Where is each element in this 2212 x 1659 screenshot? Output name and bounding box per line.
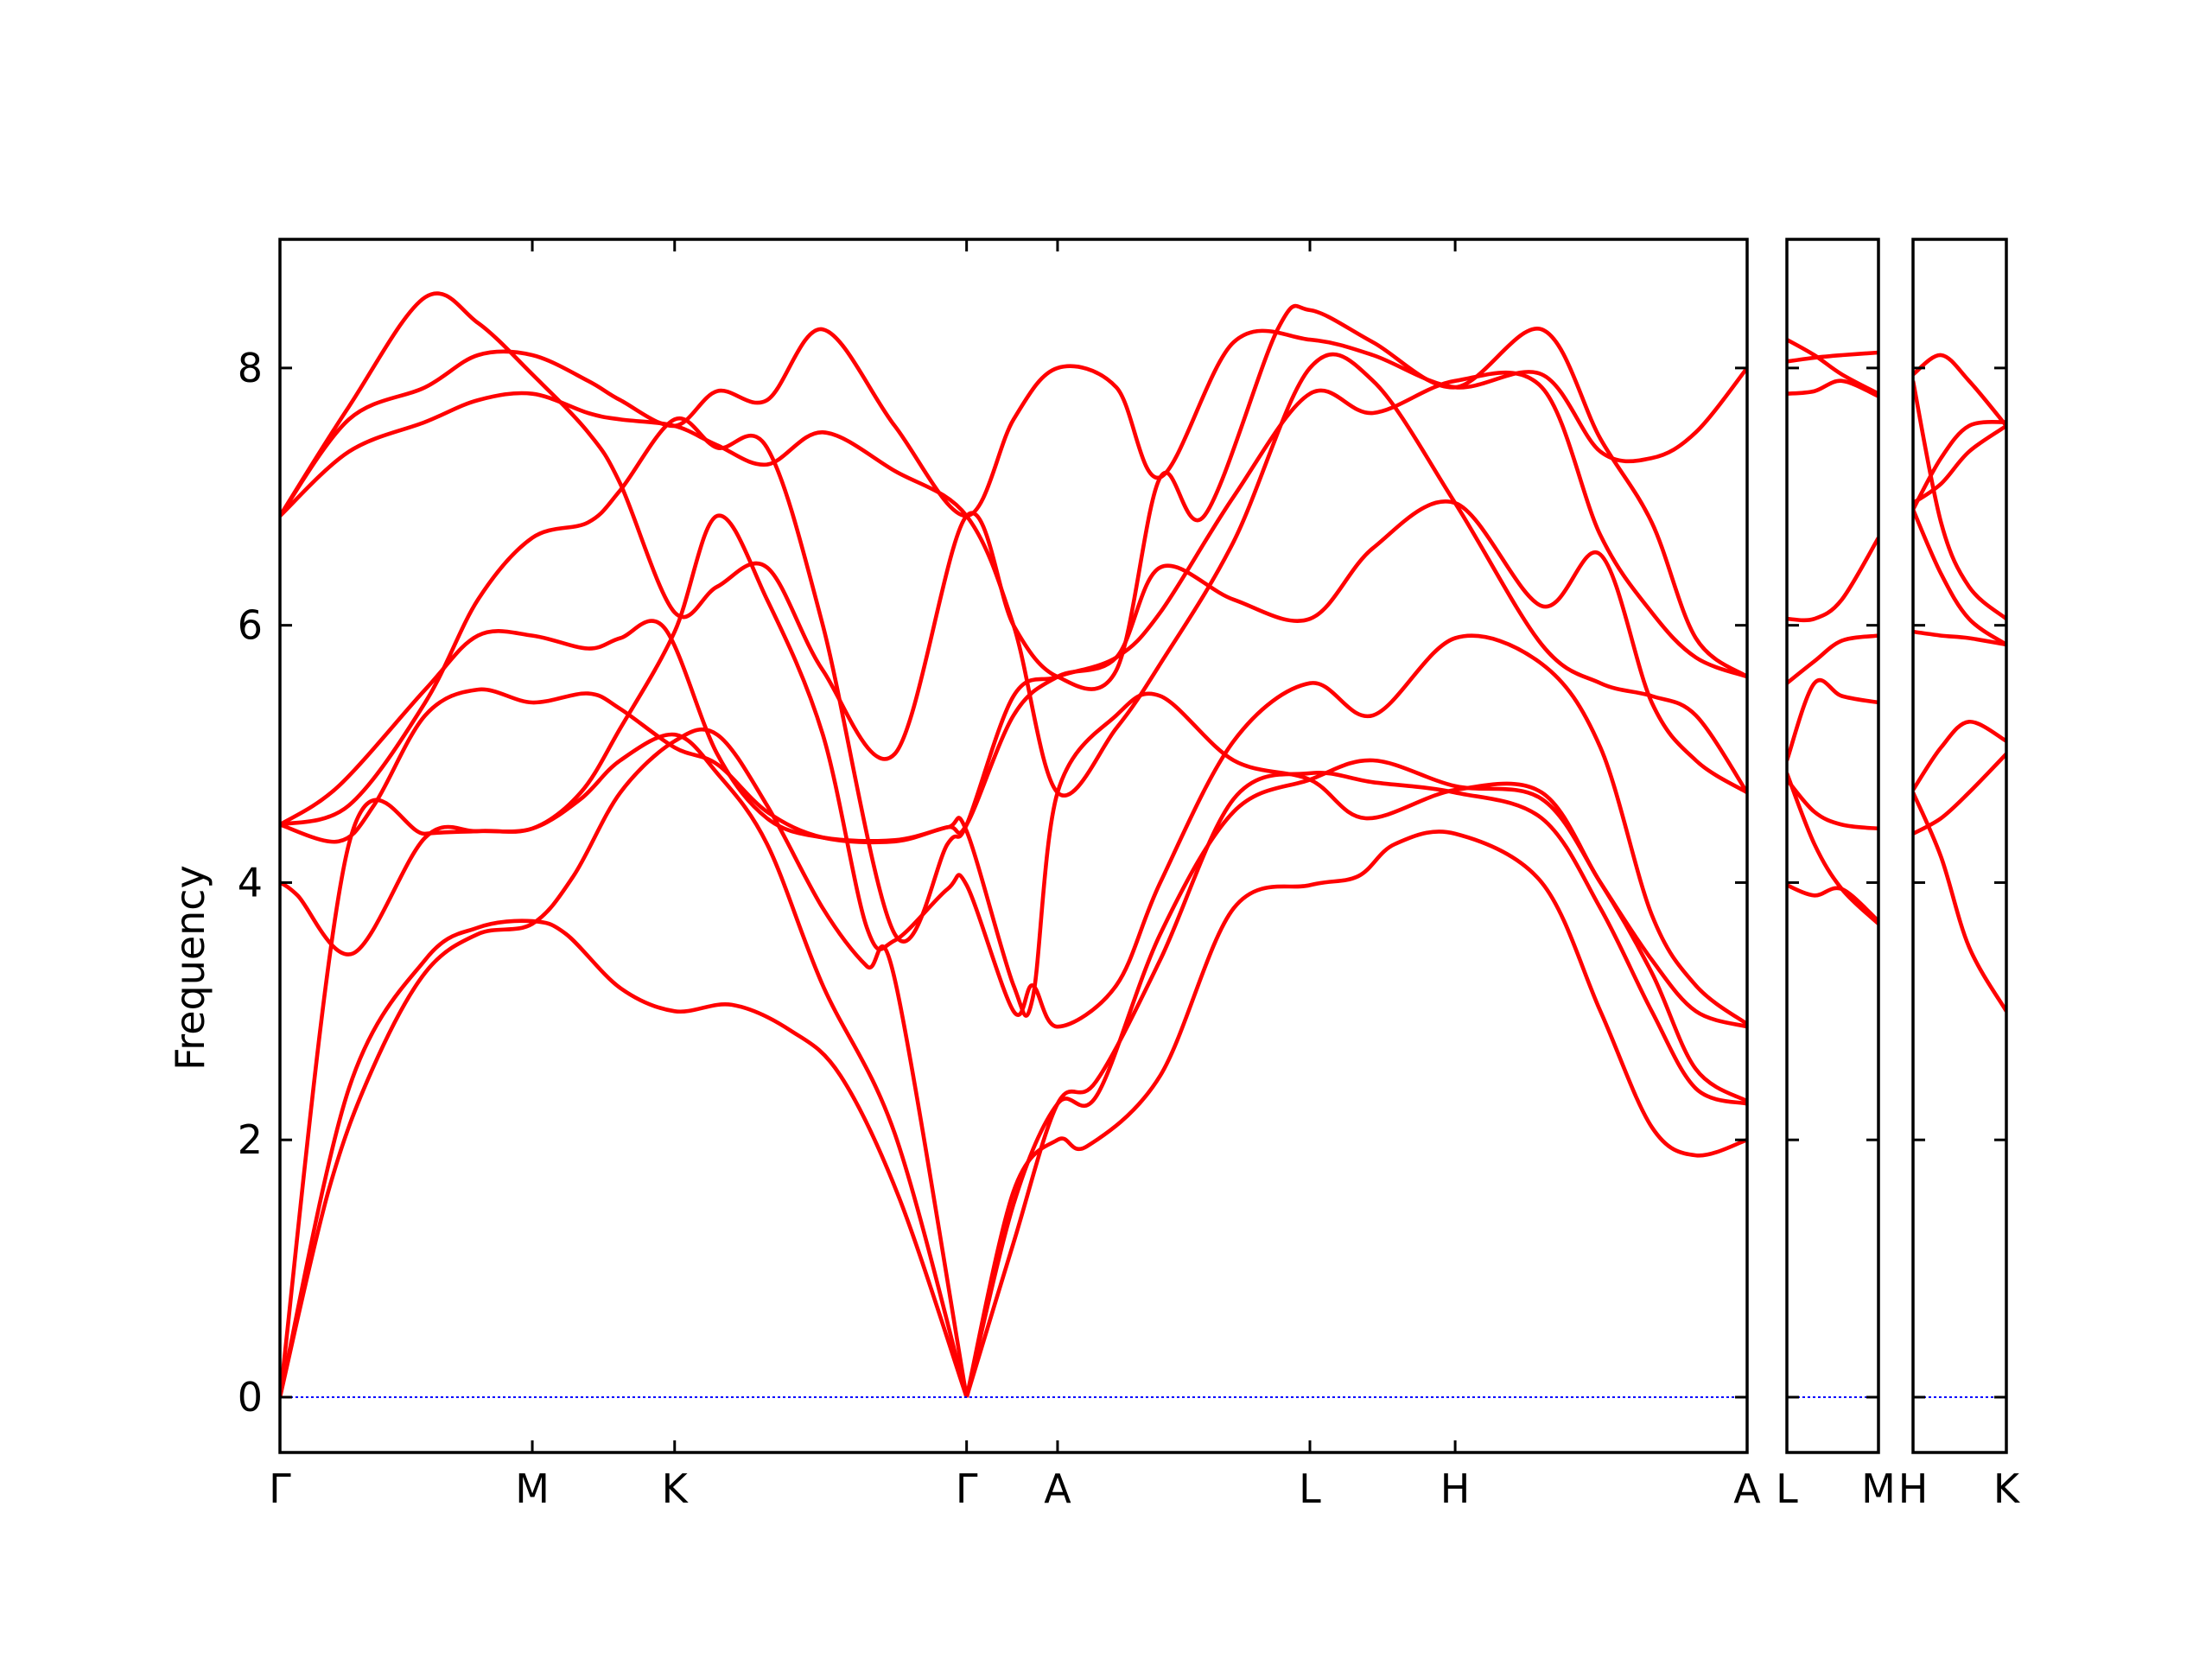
x-tick-label: H bbox=[1898, 1465, 1929, 1512]
band-line bbox=[280, 513, 1747, 1029]
ticks-layer bbox=[280, 239, 2006, 1452]
band-line bbox=[280, 499, 1747, 843]
band-line bbox=[280, 370, 1747, 944]
band-line bbox=[1913, 420, 2006, 511]
bands-layer bbox=[280, 291, 2006, 1398]
band-line bbox=[1787, 537, 1878, 623]
band-line bbox=[1913, 508, 2006, 646]
y-tick-label: 6 bbox=[238, 602, 263, 649]
band-line bbox=[1913, 752, 2006, 836]
band-line bbox=[280, 291, 1747, 761]
panel-frames bbox=[278, 238, 2008, 1454]
x-tick-label: Γ bbox=[956, 1465, 978, 1512]
y-tick-label: 8 bbox=[238, 345, 263, 391]
band-line bbox=[280, 732, 1747, 1398]
y-tick-label: 2 bbox=[238, 1116, 263, 1163]
band-line bbox=[1787, 883, 1878, 923]
band-line bbox=[1913, 720, 2006, 791]
x-tick-label: H bbox=[1440, 1465, 1471, 1512]
band-line bbox=[280, 327, 1747, 518]
x-tick-label: M bbox=[515, 1465, 550, 1512]
panel-frame bbox=[278, 238, 1749, 1454]
band-line bbox=[1913, 423, 2006, 505]
band-line bbox=[1787, 338, 1878, 396]
x-tick-label: M bbox=[1861, 1465, 1896, 1512]
y-tick-label: 4 bbox=[238, 859, 263, 906]
panel-frame bbox=[1785, 238, 1880, 1454]
y-axis-title: Frequency bbox=[167, 865, 213, 1071]
x-tick-label: L bbox=[1299, 1465, 1321, 1512]
band-line bbox=[1913, 353, 2006, 428]
panel-3-bands bbox=[1913, 353, 2006, 1013]
band-line bbox=[1787, 778, 1878, 831]
band-line bbox=[1787, 677, 1878, 761]
band-line bbox=[1787, 633, 1878, 685]
x-tick-label: A bbox=[1733, 1465, 1761, 1512]
band-line bbox=[1787, 772, 1878, 925]
panel-frame bbox=[1911, 238, 2008, 1454]
band-line bbox=[1913, 791, 2006, 1013]
band-line bbox=[1787, 378, 1878, 398]
x-tick-label: L bbox=[1776, 1465, 1798, 1512]
x-tick-label: Γ bbox=[269, 1465, 291, 1512]
band-line bbox=[280, 687, 1747, 1029]
band-line bbox=[1913, 380, 2006, 621]
x-tick-label: A bbox=[1044, 1465, 1071, 1512]
panel-1-bands bbox=[280, 291, 1747, 1398]
band-line bbox=[1787, 350, 1878, 364]
y-tick-label: 0 bbox=[238, 1374, 263, 1421]
x-tick-label: K bbox=[662, 1465, 690, 1512]
panel-2-bands bbox=[1787, 338, 1878, 925]
band-line bbox=[1913, 629, 2006, 647]
x-tick-label: K bbox=[1993, 1465, 2021, 1512]
